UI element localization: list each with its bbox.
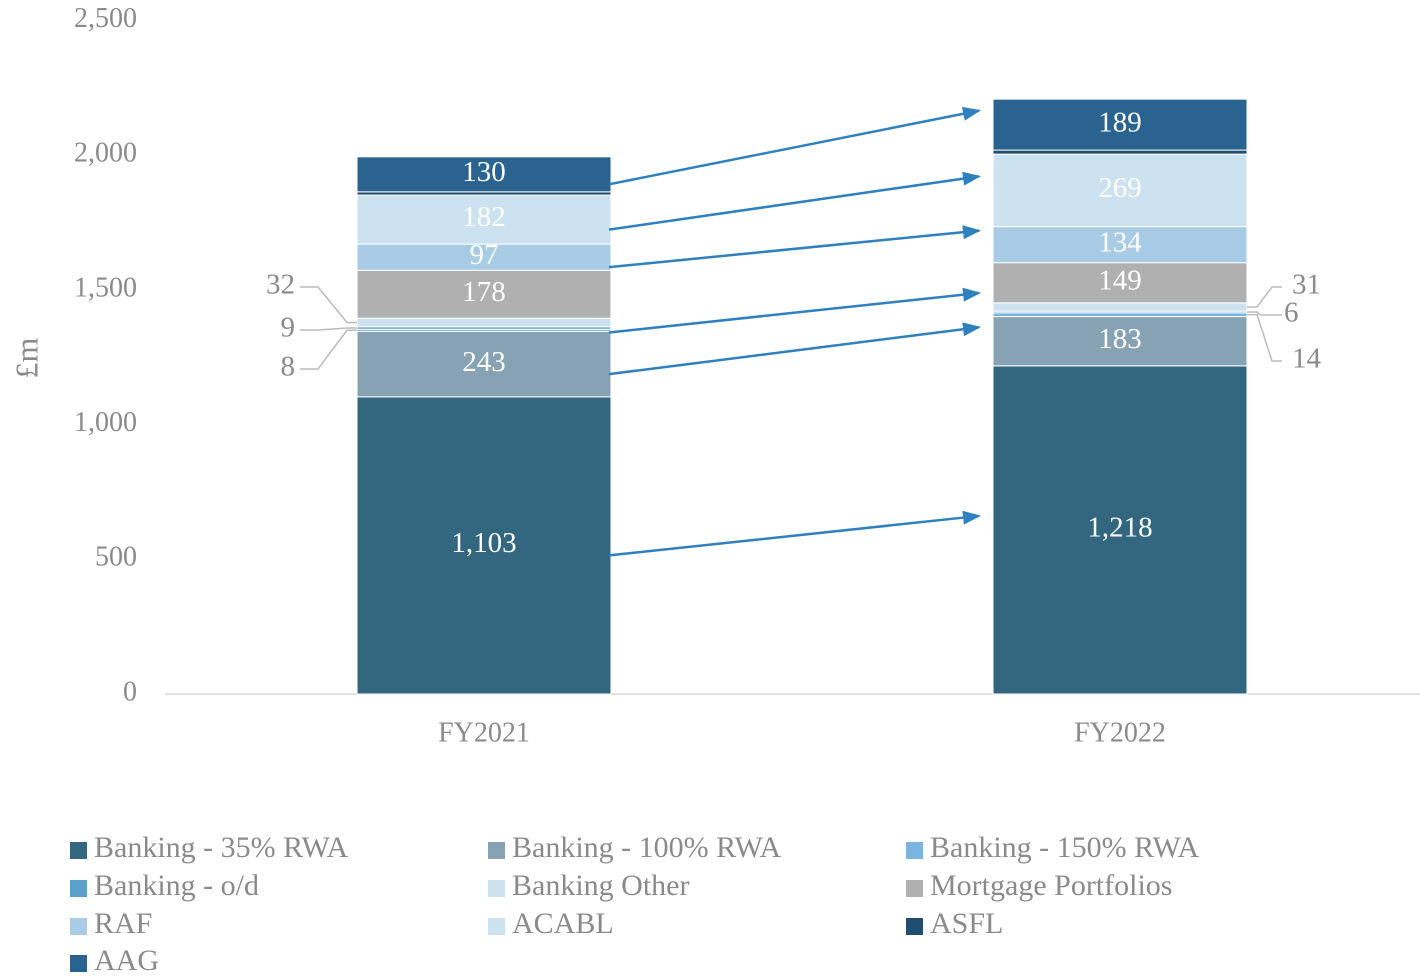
x-tick-label: FY2022 [1074, 717, 1166, 748]
data-label: 149 [1098, 264, 1142, 296]
bar-segment [992, 226, 1248, 264]
data-label: 1,103 [451, 527, 516, 559]
bar-segment [992, 302, 1248, 312]
data-label: 183 [1098, 323, 1142, 355]
data-label: 9 [281, 312, 296, 344]
data-label: 130 [462, 156, 506, 188]
legend-label: AAG [94, 944, 159, 976]
bar-segment [992, 98, 1248, 151]
bar-segment [992, 149, 1248, 155]
data-label: 178 [462, 276, 506, 308]
y-axis-label: £m [8, 337, 44, 378]
legend-swatch [488, 842, 505, 859]
leader-line [300, 286, 357, 324]
bar-segment [356, 243, 612, 271]
data-label: 243 [462, 346, 506, 378]
data-label: 32 [266, 269, 295, 301]
leader-line [300, 327, 357, 331]
leader-line [1247, 313, 1282, 362]
y-tick-label: 0 [123, 676, 137, 707]
legend-swatch [906, 842, 923, 859]
change-arrow [608, 287, 981, 334]
bar-segment [992, 312, 1248, 318]
legend-label: ACABL [512, 907, 614, 940]
leader-line [1247, 286, 1282, 308]
y-tick-label: 1,000 [74, 407, 137, 438]
data-label: 6 [1284, 297, 1299, 329]
legend-swatch [70, 918, 87, 935]
bar-segment [356, 396, 612, 695]
legend-label: Banking - 35% RWA [94, 831, 348, 864]
data-label: 14 [1292, 343, 1322, 375]
y-tick-label: 2,500 [74, 3, 137, 34]
change-arrow [608, 171, 981, 231]
data-label: 182 [462, 201, 506, 233]
bar-segment [992, 316, 1248, 367]
change-arrow [608, 106, 981, 186]
legend-swatch [906, 880, 923, 897]
bar-segment [356, 330, 612, 398]
legend-label: Banking - o/d [94, 869, 259, 902]
legend-swatch [70, 880, 87, 897]
leader-line [1247, 311, 1282, 316]
legend-label: ASFL [930, 907, 1003, 940]
y-tick-label: 500 [95, 542, 137, 573]
change-arrow [608, 225, 981, 269]
legend-label: Mortgage Portfolios [930, 869, 1172, 902]
change-arrow [608, 322, 981, 376]
bar-segment [992, 262, 1248, 304]
bar-segment [992, 365, 1248, 695]
legend-label: RAF [94, 907, 152, 940]
legend-label: Banking - 150% RWA [930, 831, 1199, 864]
bar-segment [992, 153, 1248, 228]
legend-label: Banking - 100% RWA [512, 831, 781, 864]
legend-swatch [70, 842, 87, 859]
legend-swatch [906, 918, 923, 935]
data-label: 189 [1098, 106, 1142, 138]
y-tick-label: 2,000 [74, 138, 137, 169]
data-label: 1,218 [1087, 512, 1152, 544]
change-arrow [608, 510, 981, 557]
legend-swatch [488, 880, 505, 897]
legend-swatch [488, 918, 505, 935]
data-label: 134 [1098, 226, 1142, 258]
data-label: 8 [281, 351, 296, 383]
leader-line [300, 329, 357, 370]
bar-segment [356, 156, 612, 193]
x-tick-label: FY2021 [438, 717, 530, 748]
data-label: 269 [1098, 172, 1142, 204]
y-tick-label: 1,500 [74, 272, 137, 303]
bar-segment [356, 194, 612, 245]
bar-segment [356, 269, 612, 319]
legend-label: Banking Other [512, 869, 689, 902]
data-label: 31 [1292, 269, 1321, 301]
legend-swatch [70, 955, 87, 972]
bar-segment [356, 317, 612, 328]
